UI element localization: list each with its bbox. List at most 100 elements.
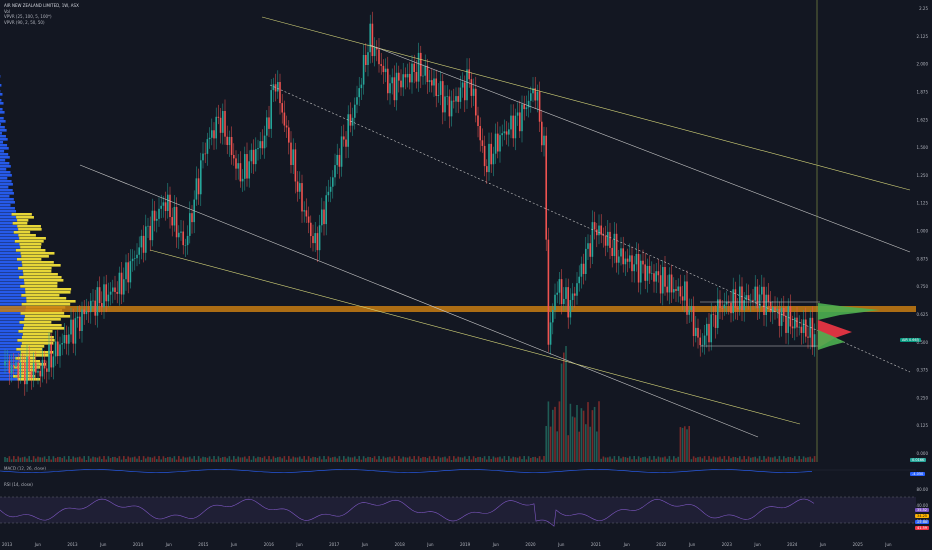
indicator-vpvr-1[interactable]: VPVR (25, 100, 5, 100*) <box>4 14 52 19</box>
candle-body <box>611 247 613 256</box>
candle-body <box>457 96 459 102</box>
volume-bar <box>527 456 530 462</box>
candle-body <box>510 115 512 130</box>
volume-bar <box>747 456 750 462</box>
volume-bar <box>393 456 396 462</box>
symbol-title: AIR NEW ZEALAND LIMITED, 1W, ASX <box>4 3 79 8</box>
candle-body <box>307 216 310 223</box>
volume-bar <box>230 459 233 462</box>
x-tick-label: 2016 <box>264 542 275 547</box>
candle-body <box>783 307 785 316</box>
volume-bar <box>160 459 162 462</box>
candle-body <box>560 279 563 305</box>
volume-bar <box>413 456 415 462</box>
candle-body <box>402 74 404 88</box>
volume-bar <box>197 456 200 462</box>
volume-bar <box>538 456 541 462</box>
volume-bar <box>63 456 66 462</box>
volume-bar <box>191 458 193 462</box>
vp-bar-blue <box>0 297 27 300</box>
vp-bar-blue <box>0 276 20 279</box>
vp-bar-yellow <box>26 300 76 303</box>
vp-bar-blue <box>0 156 10 159</box>
volume-bar <box>400 458 402 462</box>
candle-body <box>30 371 33 378</box>
volume-bar <box>391 458 393 462</box>
candle-body <box>556 292 558 295</box>
candle-body <box>167 194 169 212</box>
volume-bar <box>41 457 44 462</box>
candle-body <box>802 319 805 333</box>
volume-bar <box>437 456 440 462</box>
candle-body <box>552 309 554 323</box>
candle-body <box>382 65 385 73</box>
candle-body <box>587 243 589 249</box>
candle-body <box>292 149 294 165</box>
indicator-vpvr-2[interactable]: VPVR (90, 2, 50, 50) <box>4 19 45 25</box>
vp-bar-blue <box>0 213 12 216</box>
volume-bar <box>422 456 424 462</box>
volume-bar <box>554 406 556 462</box>
volume-bar <box>307 456 310 462</box>
candle-body <box>417 52 420 82</box>
macd-legend[interactable]: MACD (12, 26, close) <box>4 466 46 471</box>
volume-bar <box>655 458 657 462</box>
rsi-legend[interactable]: RSI (14, close) <box>4 482 33 487</box>
candle-body <box>576 283 578 296</box>
candle-body <box>316 233 319 251</box>
vp-bar-blue <box>0 207 15 210</box>
volume-bar <box>224 456 226 462</box>
x-tick-label: 2013 <box>2 542 13 547</box>
vp-bar-blue <box>0 192 14 195</box>
candle-body <box>756 286 759 309</box>
volume-bar <box>365 458 367 462</box>
vp-bar-yellow <box>16 258 42 261</box>
x-tick-label: Jun <box>361 542 369 547</box>
candle-body <box>580 263 583 277</box>
candle-body <box>268 117 270 129</box>
volume-bar <box>235 458 237 462</box>
candle-body <box>439 81 442 95</box>
volume-bar <box>448 456 451 462</box>
volume-bar <box>673 456 675 462</box>
candle-body <box>516 112 519 116</box>
volume-bar <box>255 458 257 462</box>
candle-body <box>732 289 734 314</box>
candle-body <box>151 210 154 241</box>
volume-bar <box>362 456 365 462</box>
volume-bar <box>587 402 589 462</box>
candle-body <box>107 294 110 302</box>
candle-body <box>68 334 70 344</box>
volume-bar <box>633 456 635 462</box>
candle-body <box>514 115 517 139</box>
candle-body <box>217 116 220 118</box>
candle-body <box>466 69 468 101</box>
candle-body <box>708 323 710 343</box>
candle-body <box>664 267 666 287</box>
volume-bar <box>200 458 202 462</box>
candle-body <box>433 78 435 86</box>
x-tick-label: Jun <box>295 542 303 547</box>
candle-body <box>101 303 103 308</box>
indicator-vol[interactable]: Vol <box>4 8 10 14</box>
vp-bar-blue <box>0 354 20 357</box>
candle-body <box>624 258 627 265</box>
volume-bar <box>140 459 143 462</box>
vp-bar-blue <box>0 348 17 351</box>
volume-bar <box>149 457 151 462</box>
candle-body <box>145 226 147 253</box>
candle-body <box>569 300 572 318</box>
vp-bar-blue <box>0 240 15 243</box>
volume-bar <box>802 456 805 462</box>
candle-body <box>536 91 539 101</box>
volume-bar <box>303 456 305 462</box>
candle-body <box>679 286 682 297</box>
volume-bar <box>769 457 772 462</box>
volume-bar <box>325 459 327 462</box>
volume-bar <box>657 456 660 462</box>
macd-line <box>0 469 813 473</box>
candle-body <box>312 236 314 244</box>
volume-bar <box>39 457 41 462</box>
candle-body <box>92 300 94 302</box>
